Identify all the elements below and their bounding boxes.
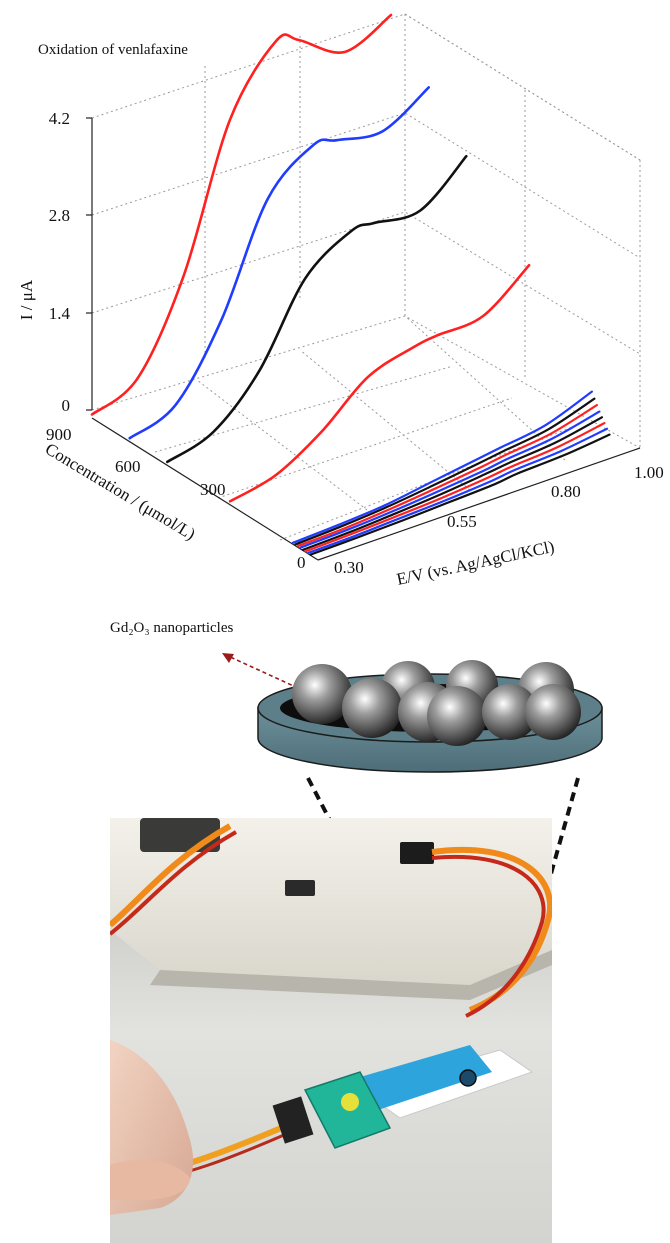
series-trace: [309, 433, 611, 556]
x-tick-label: 0.55: [447, 512, 477, 531]
x-tick-labels: 0.30 0.55 0.80 1.00: [334, 463, 664, 577]
nanoparticle-sphere: [482, 684, 538, 740]
pointer-arrowhead: [222, 653, 234, 663]
x-tick-label: 1.00: [634, 463, 664, 482]
connector-dot: [341, 1093, 359, 1111]
device-shadow: [150, 950, 552, 1000]
x-axis-label: E/V (vs. Ag/AgCl/KCl): [395, 537, 556, 589]
nanoparticle-sphere: [427, 686, 487, 746]
z-axis: [91, 417, 319, 561]
y-tick-label: 2.8: [49, 206, 70, 225]
device-port: [285, 880, 315, 896]
sensor-photo: [110, 818, 552, 1243]
series-trace: [128, 86, 430, 440]
cable-orange-top: [431, 846, 552, 1013]
z-axis-label: Concentration / (μmol/L): [42, 439, 199, 544]
series-trace: [296, 404, 598, 548]
working-electrode: [459, 1069, 477, 1087]
nanoparticle-sphere: [342, 678, 402, 738]
z-tick-labels: 900 600 300 0: [46, 425, 306, 572]
series-trace: [291, 390, 593, 544]
nanoparticle-spheres: [292, 660, 581, 746]
nanoparticle-label: Gd₂O₃ nanoparticles: [110, 620, 234, 636]
cable-red-left: [110, 830, 237, 936]
electrode-strip: [350, 1045, 492, 1110]
y-axis-label: I / μA: [17, 279, 36, 320]
x-axis: [317, 447, 641, 561]
series-trace: [306, 427, 609, 555]
pointer-arrow: [227, 655, 299, 689]
z-tick-label: 900: [46, 425, 72, 444]
device-screen: [140, 818, 220, 852]
nanoparticle-schematic: Gd₂O₃ nanoparticles: [110, 620, 603, 1091]
nanoparticle-sphere: [292, 664, 352, 724]
nanoparticle-sphere: [525, 684, 581, 740]
y-tick-labels: 4.2 2.8 1.4 0: [49, 109, 71, 415]
potentiostat-device: [110, 818, 552, 985]
z-tick-label: 600: [115, 457, 141, 476]
voltammetry-3d-chart: Oxidation of venlafaxine: [17, 13, 664, 589]
connector-plug: [272, 1096, 314, 1144]
series-trace: [166, 154, 468, 464]
series-trace: [304, 422, 606, 553]
x-tick-label: 0.30: [334, 558, 364, 577]
y-tick-label: 0: [62, 396, 71, 415]
z-tick-label: 300: [200, 480, 226, 499]
y-tick-label: 4.2: [49, 109, 70, 128]
x-tick-label: 0.80: [551, 482, 581, 501]
cable-red-top: [431, 854, 546, 1018]
chart-title: Oxidation of venlafaxine: [38, 42, 188, 58]
series-trace: [294, 397, 596, 546]
chart-axes: [86, 117, 641, 561]
series-traces: [90, 13, 611, 556]
cable-orange-left: [110, 823, 232, 928]
device-port-right: [400, 842, 434, 864]
series-trace: [299, 410, 601, 549]
z-tick-label: 0: [297, 553, 306, 572]
thumb: [110, 1159, 190, 1200]
series-trace: [228, 263, 531, 503]
series-trace: [301, 416, 603, 551]
chart-grid: [91, 13, 641, 541]
series-trace: [90, 13, 393, 416]
y-tick-label: 1.4: [49, 304, 71, 323]
